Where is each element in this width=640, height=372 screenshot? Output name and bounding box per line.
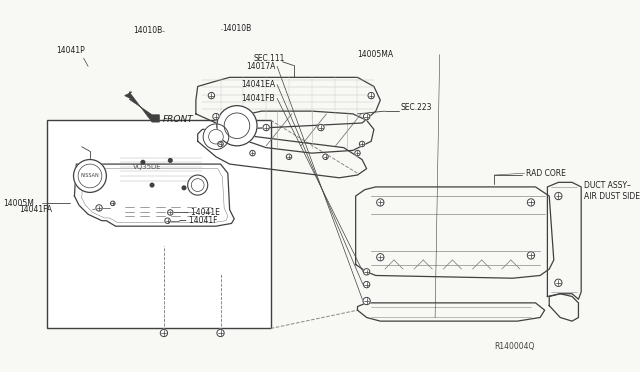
Circle shape bbox=[74, 160, 106, 192]
Text: — 14041F: — 14041F bbox=[179, 216, 217, 225]
Circle shape bbox=[168, 210, 173, 215]
Text: 14041P: 14041P bbox=[56, 46, 85, 55]
Text: VQ35DE: VQ35DE bbox=[133, 164, 162, 170]
Circle shape bbox=[96, 205, 102, 211]
Circle shape bbox=[218, 141, 223, 147]
Text: SEC.223: SEC.223 bbox=[401, 103, 432, 112]
Text: NISSAN: NISSAN bbox=[81, 173, 99, 179]
Circle shape bbox=[141, 160, 145, 164]
Circle shape bbox=[111, 201, 115, 206]
Circle shape bbox=[182, 186, 186, 190]
Circle shape bbox=[527, 199, 534, 206]
Circle shape bbox=[250, 150, 255, 156]
Text: 14017A: 14017A bbox=[246, 62, 275, 71]
Circle shape bbox=[150, 183, 154, 187]
Circle shape bbox=[208, 92, 214, 99]
Circle shape bbox=[78, 164, 102, 188]
Circle shape bbox=[377, 254, 384, 261]
Circle shape bbox=[203, 124, 228, 150]
Polygon shape bbox=[125, 92, 159, 122]
Circle shape bbox=[359, 141, 365, 147]
Circle shape bbox=[555, 279, 562, 286]
Circle shape bbox=[212, 113, 219, 120]
Circle shape bbox=[355, 150, 360, 156]
Circle shape bbox=[188, 175, 208, 195]
Circle shape bbox=[191, 179, 204, 192]
Circle shape bbox=[165, 218, 170, 224]
Text: 14041EA: 14041EA bbox=[241, 80, 275, 89]
Circle shape bbox=[263, 124, 269, 131]
Circle shape bbox=[224, 113, 250, 138]
Text: SEC.111: SEC.111 bbox=[253, 54, 284, 62]
Text: 14010B: 14010B bbox=[222, 25, 252, 33]
Bar bbox=[47, 120, 271, 328]
Circle shape bbox=[364, 281, 370, 288]
Text: 14010B: 14010B bbox=[133, 26, 162, 35]
Text: AIR DUST SIDE: AIR DUST SIDE bbox=[584, 192, 640, 202]
Circle shape bbox=[286, 154, 292, 160]
Text: RAD CORE: RAD CORE bbox=[527, 169, 566, 178]
Text: 14005MA: 14005MA bbox=[358, 50, 394, 59]
Circle shape bbox=[368, 92, 374, 99]
Text: 14005M: 14005M bbox=[3, 199, 34, 208]
Circle shape bbox=[364, 269, 370, 275]
Text: DUCT ASSY–: DUCT ASSY– bbox=[584, 180, 631, 190]
Circle shape bbox=[364, 113, 370, 120]
Circle shape bbox=[168, 158, 172, 162]
Circle shape bbox=[323, 154, 328, 160]
Circle shape bbox=[217, 329, 224, 337]
Text: 14041FA: 14041FA bbox=[20, 205, 52, 214]
Circle shape bbox=[209, 129, 223, 144]
Text: 14041FB: 14041FB bbox=[242, 94, 275, 103]
Circle shape bbox=[363, 297, 371, 305]
Circle shape bbox=[527, 252, 534, 259]
Circle shape bbox=[555, 192, 562, 200]
Text: — 14041E: — 14041E bbox=[181, 208, 220, 217]
Circle shape bbox=[160, 329, 168, 337]
Text: R140004Q: R140004Q bbox=[495, 342, 535, 351]
Circle shape bbox=[217, 106, 257, 146]
Text: FRONT: FRONT bbox=[163, 115, 194, 124]
Circle shape bbox=[377, 199, 384, 206]
Circle shape bbox=[318, 124, 324, 131]
